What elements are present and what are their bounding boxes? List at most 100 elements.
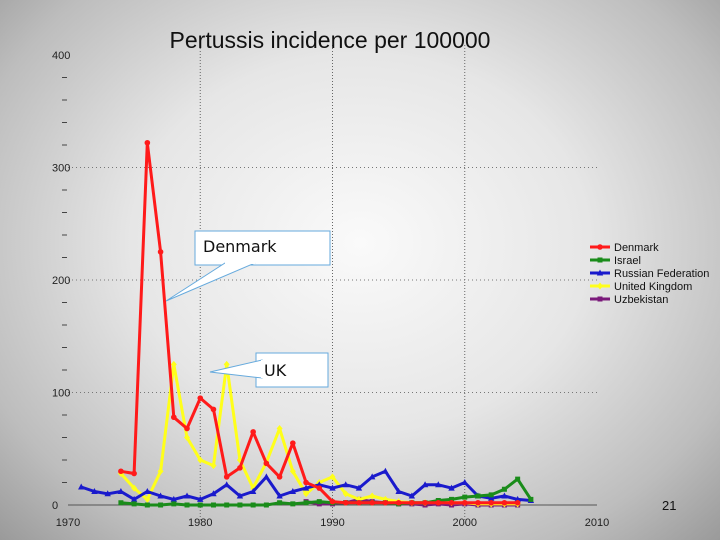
data-point xyxy=(117,488,125,494)
data-point xyxy=(355,484,363,491)
data-point xyxy=(501,492,508,499)
data-point xyxy=(184,502,190,508)
data-point xyxy=(237,465,243,471)
legend-label: Uzbekistan xyxy=(614,294,668,306)
series-denmark xyxy=(118,139,521,506)
page-number: 21 xyxy=(662,498,676,513)
data-point xyxy=(501,486,507,492)
data-point xyxy=(224,502,230,508)
data-point xyxy=(91,488,98,494)
callout-denmark: Denmark xyxy=(165,230,331,302)
data-point xyxy=(448,484,455,491)
data-point xyxy=(210,462,217,470)
callout-uk: UK xyxy=(209,352,329,388)
x-tick-label: 1970 xyxy=(56,517,80,529)
data-point xyxy=(461,499,468,506)
data-point xyxy=(515,476,521,482)
data-point xyxy=(184,425,190,432)
data-point xyxy=(197,495,204,502)
x-tick-label: 2000 xyxy=(453,517,477,529)
data-point xyxy=(170,360,177,368)
x-tick-label: 1980 xyxy=(188,517,212,529)
data-point xyxy=(78,483,85,490)
data-point xyxy=(118,500,124,506)
data-point xyxy=(157,249,164,255)
data-point xyxy=(514,499,521,506)
data-point xyxy=(462,494,468,500)
data-point xyxy=(157,492,164,499)
data-point xyxy=(514,495,521,502)
data-point xyxy=(170,495,177,502)
legend-label: Denmark xyxy=(614,242,659,254)
callout-text: Denmark xyxy=(203,237,277,256)
data-point xyxy=(210,406,217,413)
data-point xyxy=(316,485,323,491)
x-tick-label: 2010 xyxy=(585,517,609,529)
data-point xyxy=(104,490,111,497)
data-point xyxy=(461,479,468,485)
legend-item-israel: Israel xyxy=(590,255,641,267)
series-layer xyxy=(78,139,535,508)
data-point xyxy=(276,492,283,499)
data-point xyxy=(171,501,177,507)
data-point xyxy=(223,474,230,480)
y-tick-label: 400 xyxy=(52,50,70,62)
data-point xyxy=(210,502,216,508)
data-point xyxy=(488,499,495,506)
series-line xyxy=(120,477,533,507)
data-point xyxy=(395,488,402,494)
data-point xyxy=(449,496,455,502)
data-point xyxy=(210,490,217,497)
callout-pointer xyxy=(209,359,263,379)
legend-label: Russian Federation xyxy=(614,268,709,280)
data-point xyxy=(276,425,283,432)
data-point xyxy=(197,395,204,401)
data-point xyxy=(223,481,230,488)
data-point xyxy=(435,499,442,506)
legend-label: Israel xyxy=(614,255,641,267)
x-tick-label: 1990 xyxy=(320,517,344,529)
legend-item-denmark: Denmark xyxy=(590,242,659,254)
legend-item-russian-federation: Russian Federation xyxy=(590,268,709,280)
data-point xyxy=(368,473,376,480)
callout-text: UK xyxy=(264,361,287,380)
data-point xyxy=(290,501,296,507)
data-point xyxy=(144,488,151,494)
legend-item-uzbekistan: Uzbekistan xyxy=(590,294,668,306)
data-point xyxy=(250,429,256,435)
data-point xyxy=(421,481,429,488)
data-point xyxy=(316,481,323,488)
data-point xyxy=(303,500,309,506)
data-point xyxy=(263,460,270,467)
data-point xyxy=(303,479,309,486)
data-point xyxy=(171,414,177,421)
data-point xyxy=(329,498,336,505)
data-point xyxy=(289,467,296,475)
data-point xyxy=(475,499,481,506)
callout-layer: Denmark UK xyxy=(165,230,331,388)
data-point xyxy=(342,499,349,506)
data-point xyxy=(197,502,203,508)
data-point xyxy=(263,502,269,508)
data-point xyxy=(131,501,137,507)
data-point xyxy=(597,257,603,263)
data-point xyxy=(144,495,151,503)
data-point xyxy=(144,139,151,146)
data-point xyxy=(395,499,402,506)
data-point xyxy=(448,499,455,506)
data-point xyxy=(409,499,415,506)
data-point xyxy=(356,499,362,506)
data-point xyxy=(596,269,604,276)
data-point xyxy=(158,502,164,508)
data-point xyxy=(118,468,124,475)
data-point xyxy=(302,484,310,491)
data-point xyxy=(475,493,481,499)
y-tick-label: 100 xyxy=(52,388,70,400)
chart-title: Pertussis incidence per 100000 xyxy=(170,27,491,53)
data-point xyxy=(276,474,283,480)
data-point xyxy=(488,494,495,501)
callout-box xyxy=(194,230,331,266)
data-point xyxy=(316,499,322,505)
